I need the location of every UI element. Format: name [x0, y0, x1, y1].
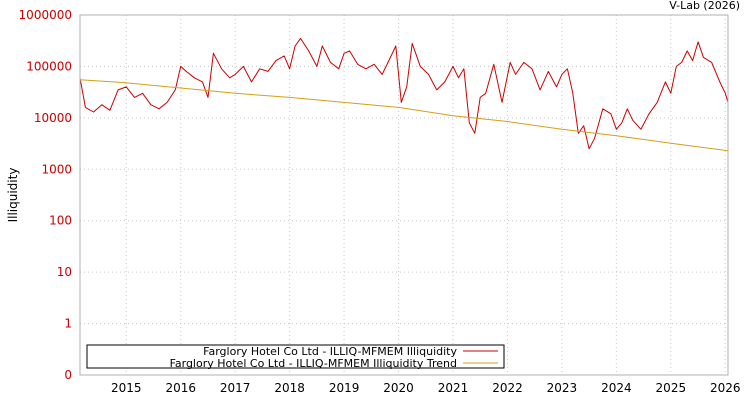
x-tick-label: 2018 [274, 381, 305, 395]
x-tick-label: 2016 [165, 381, 196, 395]
y-tick-label: 1 [64, 317, 72, 331]
series-layer [79, 37, 729, 152]
series-line-trend [79, 79, 729, 152]
x-tick-label: 2019 [329, 381, 360, 395]
y-tick-label: 100 [49, 214, 72, 228]
x-tick-label: 2021 [438, 381, 469, 395]
y-tick-label: 100000 [26, 59, 72, 73]
y-tick-label: 1000000 [19, 8, 72, 22]
legend-label-illiquidity: Farglory Hotel Co Ltd - ILLIQ-MFMEM Illi… [203, 345, 457, 358]
x-tick-label: 2020 [383, 381, 414, 395]
x-tick-label: 2022 [492, 381, 523, 395]
y-tick-label: 10 [57, 265, 72, 279]
x-tick-label: 2015 [111, 381, 142, 395]
grid-layer [80, 14, 728, 376]
x-tick-label: 2025 [656, 381, 687, 395]
y-axis-label: Illiquidity [6, 168, 20, 223]
x-tick-label: 2024 [601, 381, 632, 395]
plot-area [80, 15, 728, 375]
legend-box [86, 344, 505, 369]
series-line-illiquidity [79, 37, 729, 150]
credit-label: V-Lab (2026) [669, 0, 740, 12]
plot-frame [79, 14, 729, 376]
y-tick-label: 1000 [41, 162, 72, 176]
y-axis-ticks: 0 1 10 100 1000 10000 100000 1000000 [19, 8, 72, 382]
x-tick-label: 2026 [710, 381, 741, 395]
x-tick-label: 2017 [220, 381, 251, 395]
legend-label-trend: Farglory Hotel Co Ltd - ILLIQ-MFMEM Illi… [170, 357, 457, 370]
x-tick-label: 2023 [547, 381, 578, 395]
y-tick-label: 0 [64, 368, 72, 382]
legend: Farglory Hotel Co Ltd - ILLIQ-MFMEM Illi… [86, 344, 505, 370]
x-axis-ticks: 2015 2016 2017 2018 2019 2020 2021 2022 2023 2024… [111, 381, 741, 395]
y-tick-label: 10000 [34, 111, 72, 125]
